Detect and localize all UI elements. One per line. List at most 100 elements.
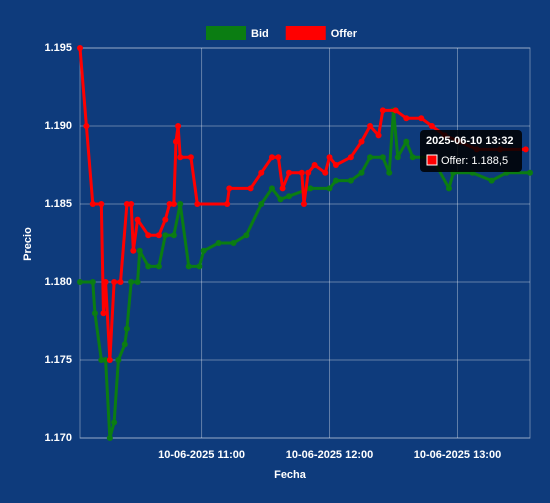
- x-tick-label: 10-06-2025 12:00: [286, 449, 373, 461]
- data-point: [277, 196, 284, 203]
- data-point: [77, 45, 83, 51]
- data-point: [268, 154, 275, 161]
- data-point: [332, 177, 339, 184]
- data-point: [117, 279, 124, 285]
- data-point: [83, 123, 90, 129]
- data-point: [115, 357, 122, 363]
- data-point: [187, 154, 194, 161]
- data-point: [300, 201, 307, 207]
- data-point: [375, 132, 382, 139]
- data-point: [286, 169, 293, 176]
- data-point: [379, 154, 386, 161]
- data-point: [162, 232, 169, 239]
- y-tick-label: 1.185: [44, 198, 72, 210]
- data-point: [170, 232, 177, 239]
- data-point: [226, 185, 233, 192]
- y-tick-label: 1.195: [44, 42, 72, 54]
- data-point: [155, 263, 162, 270]
- data-point: [102, 357, 109, 363]
- data-point: [145, 232, 152, 239]
- data-point: [279, 185, 286, 192]
- legend-swatch: [285, 26, 326, 40]
- data-point: [258, 201, 265, 207]
- data-point: [445, 185, 452, 192]
- data-point: [98, 201, 105, 207]
- data-point: [77, 279, 83, 285]
- data-point: [409, 154, 416, 161]
- data-point: [121, 341, 128, 348]
- data-point: [194, 201, 201, 207]
- data-point: [130, 247, 137, 254]
- data-point: [347, 154, 354, 161]
- data-point: [166, 201, 173, 207]
- data-point: [307, 185, 314, 192]
- data-point: [102, 279, 109, 285]
- data-point: [311, 162, 318, 168]
- data-point: [177, 201, 184, 207]
- data-point: [196, 263, 203, 270]
- data-point: [298, 169, 305, 176]
- data-point: [106, 435, 113, 441]
- data-point: [243, 232, 250, 239]
- data-point: [175, 123, 182, 129]
- y-tick-label: 1.175: [44, 354, 72, 366]
- data-point: [522, 146, 529, 153]
- x-axis-label: Fecha: [274, 469, 307, 481]
- data-point: [170, 201, 177, 207]
- data-point: [403, 115, 410, 122]
- data-point: [428, 123, 435, 129]
- data-point: [215, 240, 222, 246]
- tooltip-title: 2025-06-10 13:32: [426, 135, 513, 147]
- data-point: [200, 247, 207, 254]
- data-point: [111, 419, 118, 426]
- data-point: [358, 138, 365, 145]
- data-point: [98, 357, 105, 363]
- tooltip-label: Offer: 1.188,5: [441, 155, 508, 167]
- data-point: [155, 232, 162, 239]
- data-point: [247, 185, 254, 192]
- data-point: [134, 216, 141, 223]
- data-point: [100, 310, 107, 317]
- data-point: [145, 263, 152, 270]
- series-line: [78, 47, 526, 362]
- y-tick-label: 1.180: [44, 276, 72, 288]
- y-axis-label: Precio: [22, 227, 34, 261]
- data-point: [185, 263, 192, 270]
- data-point: [379, 107, 386, 114]
- legend-label: Offer: [331, 28, 358, 40]
- data-point: [358, 169, 365, 176]
- data-point: [89, 279, 96, 285]
- data-point: [162, 216, 169, 223]
- legend-swatch: [206, 26, 246, 40]
- data-point: [386, 169, 393, 176]
- data-point: [134, 279, 141, 285]
- y-tick-label: 1.190: [44, 120, 72, 132]
- data-point: [305, 169, 312, 176]
- data-point: [392, 107, 399, 114]
- data-point: [367, 123, 374, 129]
- data-point: [367, 154, 374, 161]
- data-point: [347, 177, 354, 184]
- data-point: [106, 357, 113, 363]
- data-point: [111, 279, 118, 285]
- data-point: [224, 201, 231, 207]
- data-point: [177, 154, 184, 161]
- data-point: [230, 240, 237, 246]
- data-point: [286, 193, 293, 200]
- data-point: [91, 310, 98, 317]
- data-point: [418, 115, 425, 122]
- data-point: [89, 201, 96, 207]
- data-point: [172, 138, 179, 145]
- data-point: [268, 185, 275, 192]
- x-tick-label: 10-06-2025 13:00: [414, 449, 501, 461]
- data-point: [123, 325, 130, 332]
- data-point: [136, 247, 143, 254]
- tooltip-swatch: [426, 154, 438, 166]
- y-tick-label: 1.170: [44, 432, 72, 444]
- data-point: [128, 201, 135, 207]
- tooltip-box: [420, 130, 522, 172]
- x-tick-label: 10-06-2025 11:00: [158, 449, 245, 461]
- data-point: [123, 201, 130, 207]
